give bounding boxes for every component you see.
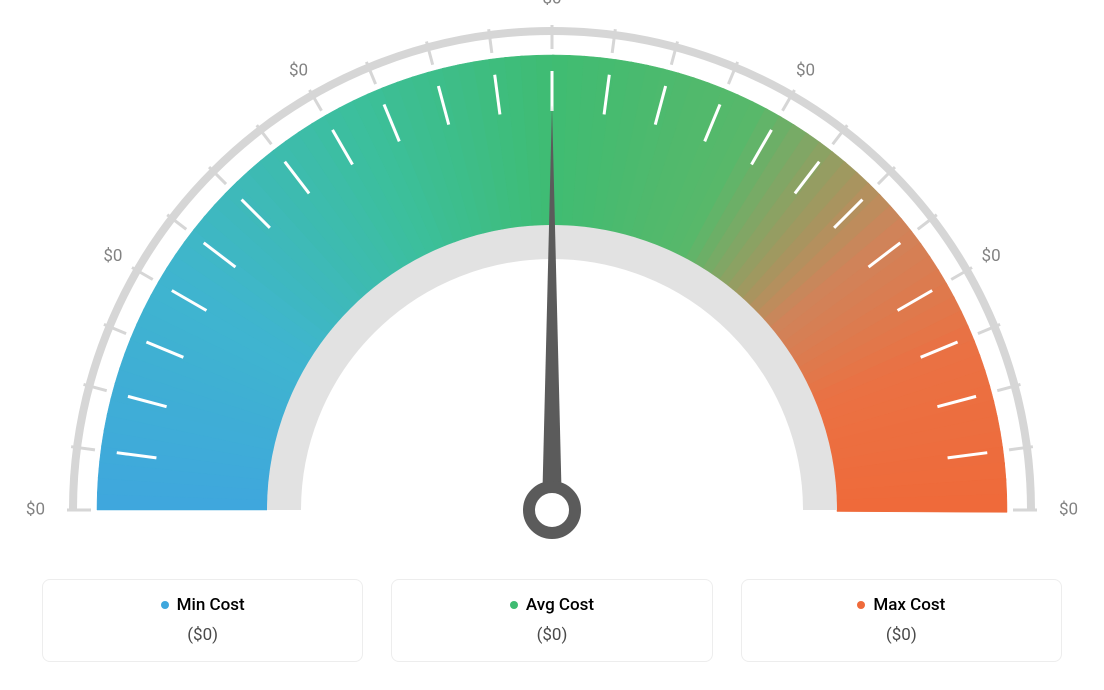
- legend-card-avg: Avg Cost ($0): [391, 579, 712, 662]
- gauge-hub: [529, 487, 575, 533]
- legend-card-max: Max Cost ($0): [741, 579, 1062, 662]
- gauge-svg: $0 $0 $0 $0 $0 $0 $0: [0, 0, 1104, 560]
- legend-card-min: Min Cost ($0): [42, 579, 363, 662]
- gauge-tick-label: $0: [289, 60, 308, 80]
- gauge-tick-label: $0: [796, 60, 815, 80]
- legend-label-min: Min Cost: [177, 595, 245, 615]
- legend-dot-avg: [510, 601, 518, 609]
- gauge-tick-label: $0: [542, 0, 561, 8]
- legend-value-avg: ($0): [402, 625, 701, 645]
- legend-dot-min: [161, 601, 169, 609]
- legend-value-max: ($0): [752, 625, 1051, 645]
- legend-value-min: ($0): [53, 625, 352, 645]
- legend-title-max: Max Cost: [857, 595, 945, 615]
- legend-row: Min Cost ($0) Avg Cost ($0) Max Cost ($0…: [0, 579, 1104, 662]
- legend-title-avg: Avg Cost: [510, 595, 594, 615]
- cost-gauge-chart: $0 $0 $0 $0 $0 $0 $0 Min Cost ($0) Avg Cost ($…: [0, 0, 1104, 690]
- legend-label-max: Max Cost: [873, 595, 945, 615]
- gauge-tick-label: $0: [982, 246, 1001, 266]
- legend-label-avg: Avg Cost: [526, 595, 594, 615]
- gauge-tick-label: $0: [1059, 499, 1078, 519]
- legend-title-min: Min Cost: [161, 595, 245, 615]
- gauge-tick-label: $0: [103, 246, 122, 266]
- gauge-tick-label: $0: [26, 499, 45, 519]
- legend-dot-max: [857, 601, 865, 609]
